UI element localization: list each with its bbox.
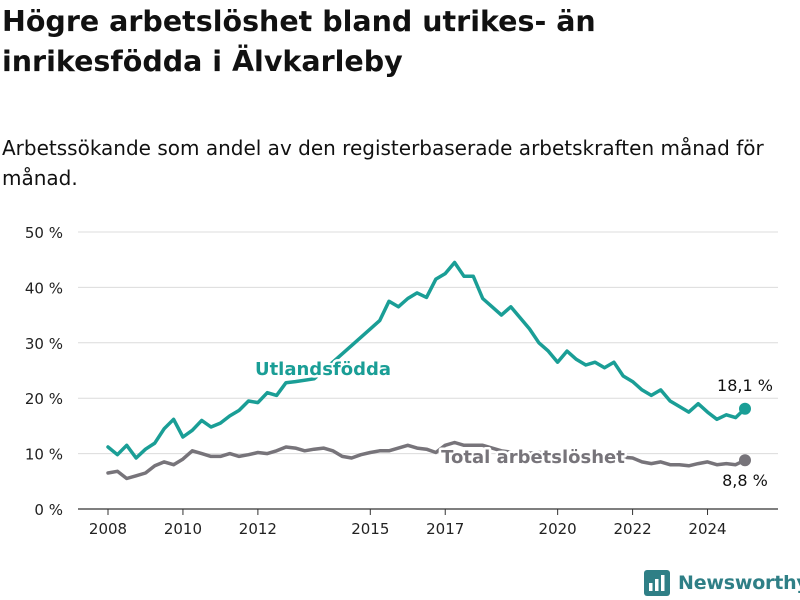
x-tick-label: 2012	[239, 520, 277, 538]
y-tick-label: 30 %	[25, 335, 63, 353]
y-tick-label: 0 %	[34, 501, 63, 519]
end-value-label-total: 8,8 %	[722, 471, 768, 490]
x-tick-label: 2017	[426, 520, 464, 538]
axes: 0 % 10 % 20 % 30 % 40 % 50 % 2008 2010 2012 2015 2…	[25, 224, 778, 538]
y-tick-label: 20 %	[25, 390, 63, 408]
chart-subtitle: Arbetssökande som andel av den registerb…	[2, 136, 764, 190]
series-layer	[106, 260, 751, 481]
x-tick-label: 2024	[688, 520, 726, 538]
x-tick-label: 2010	[164, 520, 202, 538]
end-value-label-utlandsfodda: 18,1 %	[717, 376, 773, 395]
y-tick-label: 10 %	[25, 446, 63, 464]
series-utlandsfodda-end-point	[739, 402, 751, 415]
x-tick-label: 2022	[613, 520, 651, 538]
grid-lines	[78, 231, 778, 455]
newsworthy-logo-icon	[644, 570, 670, 596]
series-label-total: Total arbetslöshet	[441, 447, 625, 468]
newsworthy-logo: Newsworthy	[644, 568, 800, 598]
brand-name: Newsworthy	[678, 572, 800, 594]
series-total-line	[106, 440, 747, 481]
series-utlandsfodda-line	[106, 260, 747, 460]
chart-title: Högre arbetslöshet bland utrikes- än inr…	[2, 5, 596, 78]
labels-layer: Utlandsfödda Total arbetslöshet 18,1 % 8,8 …	[252, 357, 775, 493]
x-tick-label: 2008	[89, 520, 127, 538]
series-total-end-point	[739, 454, 751, 467]
y-tick-label: 50 %	[25, 224, 63, 242]
series-label-utlandsfodda: Utlandsfödda	[255, 359, 391, 380]
x-tick-label: 2020	[539, 520, 577, 538]
x-tick-label: 2015	[351, 520, 389, 538]
y-tick-label: 40 %	[25, 279, 63, 297]
